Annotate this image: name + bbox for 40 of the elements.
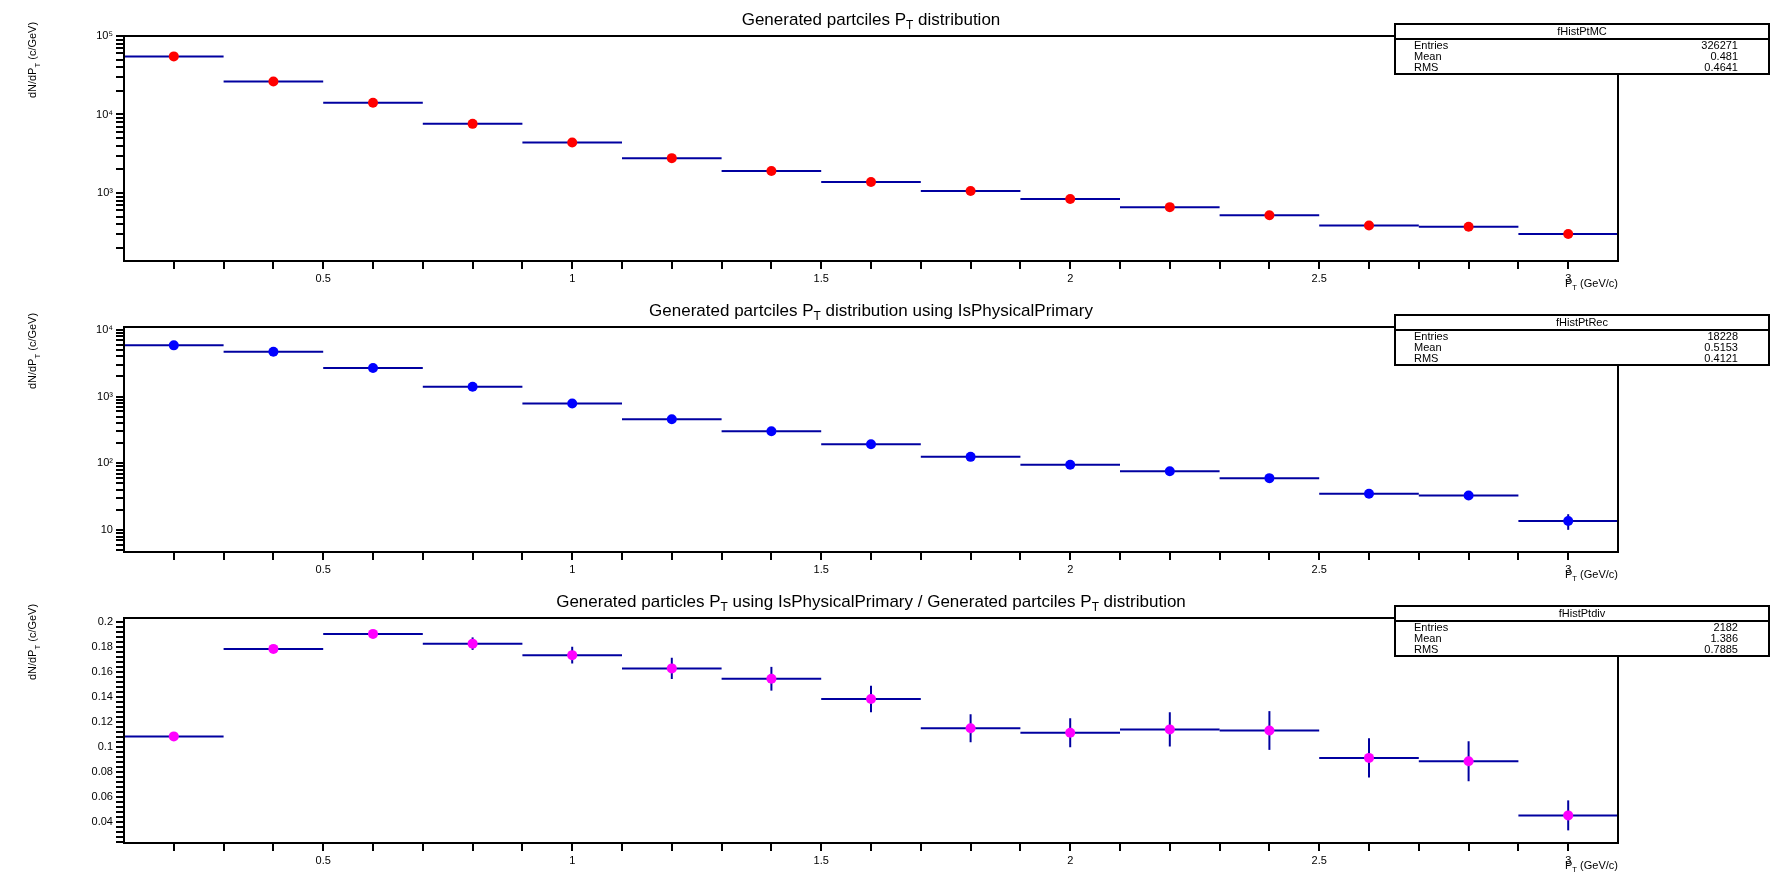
x-tick-label: 2 [1067,271,1074,284]
annotation: fHistPtMC [1396,25,1768,40]
x-tick-label: 1 [569,562,576,575]
y-tick-label: 10³ [97,389,114,402]
y-tick-label: 10³ [97,186,114,199]
x-tick-label: 1.5 [813,271,829,284]
y-tick-label: 10⁴ [96,107,114,120]
y-tick-label: 0.18 [91,639,113,652]
x-tick-label: 1.5 [813,562,829,575]
x-tick-label: 0.5 [315,271,331,284]
y-tick-label: 0.14 [91,689,113,702]
x-tick-label: 1 [569,271,576,284]
stats-box: fHistPtdiv Entries 2182 Mean 1.386 RMS 0.7885 [1394,605,1770,657]
x-tick-label: 2.5 [1311,271,1327,284]
x-tick-label: 1.5 [813,853,829,866]
y-tick-label: 10 [100,523,113,536]
x-tick-label: 0.5 [315,562,331,575]
y-tick-label: 0.04 [91,814,113,827]
y-tick-label: 10⁴ [96,322,114,335]
y-tick-label: 10⁵ [96,29,113,42]
y-tick-label: 0.16 [91,664,113,677]
x-tick-label: 1 [569,853,576,866]
x-tick-label: 2 [1067,562,1074,575]
x-tick-label: 2.5 [1311,853,1327,866]
y-tick-label: 0.12 [91,714,113,727]
y-tick-label: 0.08 [91,764,113,777]
annotation: fHistPtdiv [1396,607,1768,622]
y-tick-label: 10² [97,456,114,469]
y-tick-label: 0.06 [91,789,113,802]
y-tick-label: 0.2 [97,614,113,627]
chart-title: Generated partciles P$_{T}$ distribution [741,10,1001,33]
stats-box: fHistPtRec Entries 18228 Mean 0.5153 RMS 0.4121 [1394,314,1770,366]
x-tick-label: 2.5 [1311,562,1327,575]
x-tick-label: 2 [1067,853,1074,866]
x-tick-label: 0.5 [315,853,331,866]
y-tick-label: 0.1 [97,739,113,752]
stats-box: fHistPtMC Entries 326271 Mean 0.481 RMS 0.4641 [1394,23,1770,75]
chart-title: Generated particles P$_{T}$ using IsPhysicalPrimary / Generated partciles P$_{T}$ distribution [556,592,1186,615]
annotation: fHistPtRec [1396,316,1768,331]
chart-title: Generated partciles P$_{T}$ distribution using IsPhysicalPrimary [649,301,1093,324]
